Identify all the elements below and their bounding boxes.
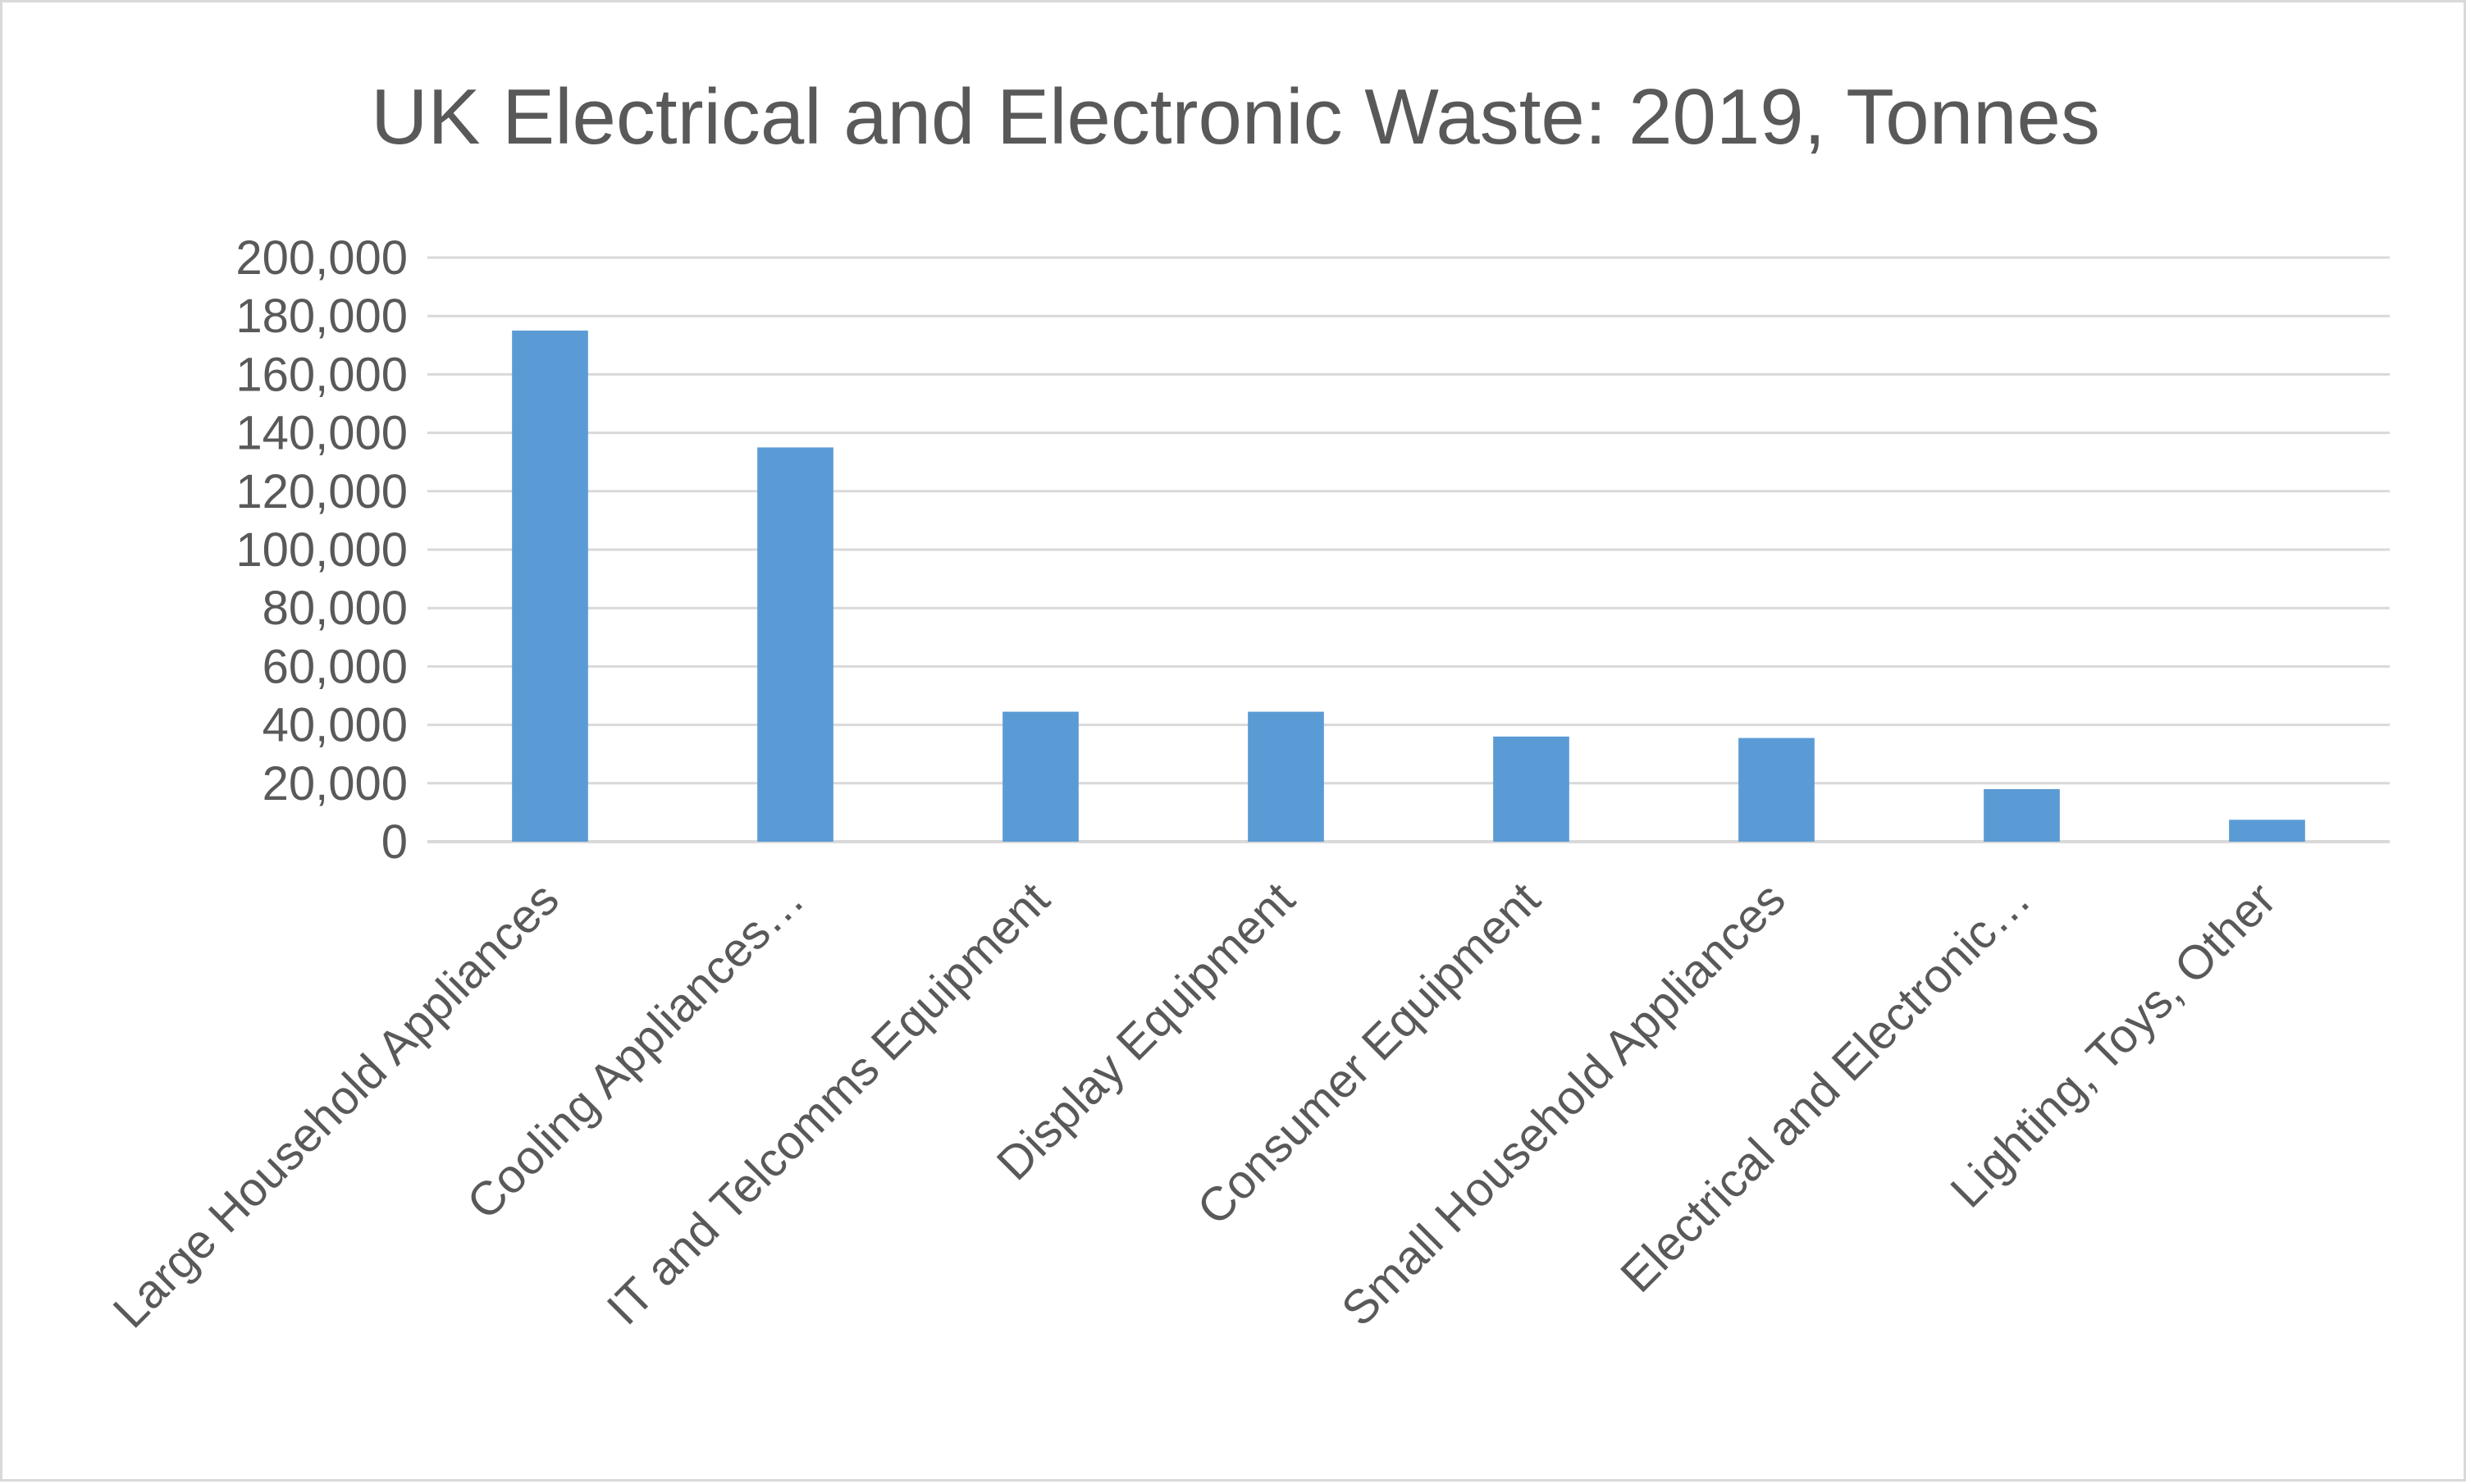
x-category-label: Electrical and Electronic… — [1610, 872, 2041, 1303]
y-tick-label: 60,000 — [263, 640, 408, 693]
bar — [757, 447, 833, 842]
y-tick-label: 200,000 — [235, 231, 408, 285]
y-tick-label: 100,000 — [235, 523, 408, 577]
y-axis-tick-labels: 020,00040,00060,00080,000100,000120,0001… — [235, 231, 408, 869]
bar — [1248, 711, 1324, 842]
y-tick-label: 160,000 — [235, 348, 408, 401]
bar — [1738, 737, 1815, 842]
bar — [512, 331, 588, 842]
bar — [2229, 820, 2305, 842]
bar — [1493, 736, 1569, 842]
y-tick-label: 20,000 — [263, 757, 408, 810]
gridlines — [427, 256, 2390, 843]
y-tick-label: 40,000 — [263, 699, 408, 752]
y-tick-label: 0 — [381, 815, 408, 869]
y-tick-label: 140,000 — [235, 407, 408, 460]
x-category-label: IT and Telcomms Equipment — [597, 872, 1060, 1335]
bar — [1002, 711, 1079, 842]
bar — [1984, 788, 2060, 842]
y-tick-label: 120,000 — [235, 465, 408, 518]
chart-title: UK Electrical and Electronic Waste: 2019… — [371, 73, 2100, 161]
y-tick-label: 80,000 — [263, 582, 408, 635]
bars — [512, 331, 2305, 842]
x-category-label: Large Household Appliances — [103, 872, 569, 1338]
y-tick-label: 180,000 — [235, 290, 408, 343]
x-category-label: Small Household Appliances — [1331, 872, 1796, 1336]
